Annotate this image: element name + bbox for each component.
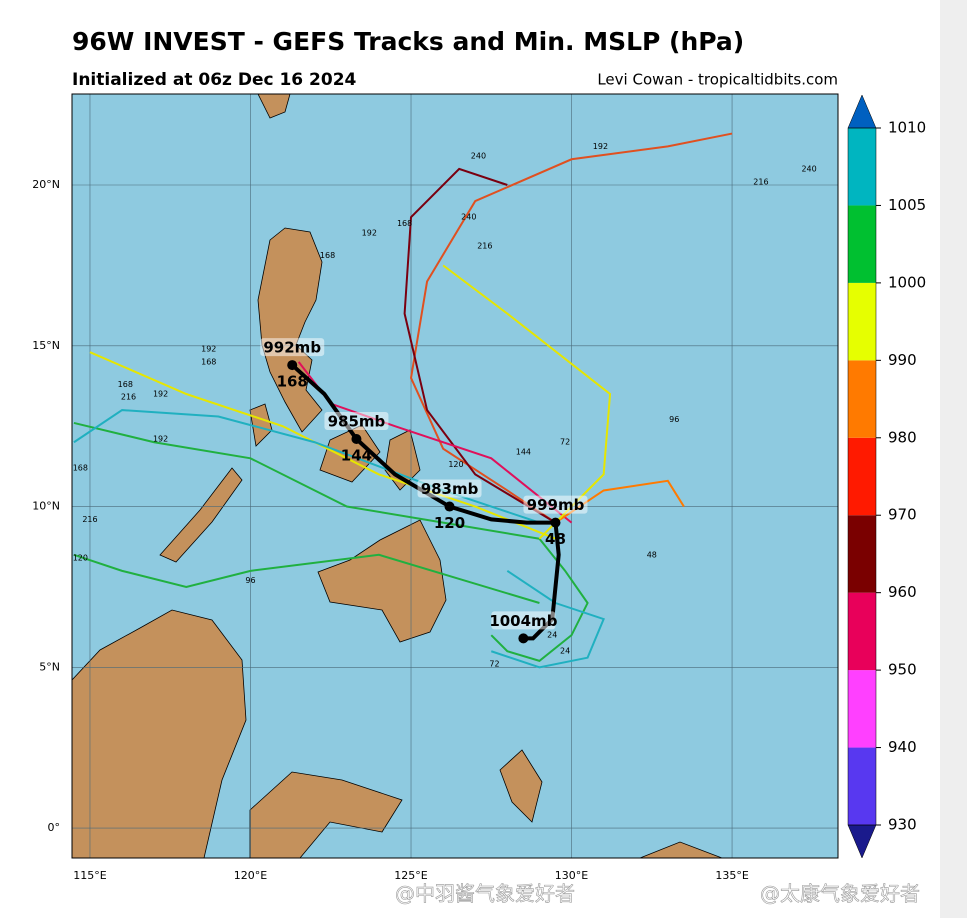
x-tick-label: 125°E <box>394 869 427 882</box>
mean-hour-label: 168 <box>277 373 308 391</box>
mean-pressure-label: 999mb <box>527 496 585 514</box>
label-box <box>523 495 588 514</box>
watermark: @中羽酱气象爱好者 <box>395 882 575 906</box>
hour-label: 192 <box>153 435 168 444</box>
label-box <box>324 412 389 431</box>
hour-label: 96 <box>669 415 679 424</box>
hour-label: 192 <box>201 344 216 353</box>
hour-label: 216 <box>82 515 97 524</box>
hour-label: 192 <box>153 390 168 399</box>
colorbar-tick-label: 970 <box>888 506 917 524</box>
hour-label: 240 <box>801 164 816 173</box>
title: 96W INVEST - GEFS Tracks and Min. MSLP (… <box>72 27 744 56</box>
colorbar-segment <box>848 205 876 283</box>
hour-label: 216 <box>477 242 492 251</box>
colorbar-tick-label: 990 <box>888 351 917 369</box>
colorbar-tick-label: 930 <box>888 816 917 834</box>
hour-label: 192 <box>362 229 377 238</box>
hour-label: 120 <box>73 553 88 562</box>
ensemble-track <box>490 570 605 669</box>
hour-label: 240 <box>471 152 486 161</box>
ensemble-track <box>403 167 557 524</box>
hour-label: 168 <box>397 219 412 228</box>
colorbar-tick-label: 980 <box>888 428 917 446</box>
hour-label: 72 <box>560 438 570 447</box>
credit: Levi Cowan - tropicaltidbits.com <box>597 71 838 89</box>
x-tick-label: 135°E <box>715 869 748 882</box>
hour-label: 168 <box>73 463 88 472</box>
axes: 115°E 120°E 125°E 130°E 135°E 0° 5°N 10°N 15°N 20… <box>32 178 749 882</box>
y-tick-label: 0° <box>48 821 61 834</box>
hour-label: 192 <box>593 142 608 151</box>
colorbar-segment <box>848 670 876 748</box>
hour-label: 24 <box>547 631 557 640</box>
ensemble-track <box>409 132 733 524</box>
mean-pressure-label: 1004mb <box>489 612 557 630</box>
mean-hour-label: 48 <box>545 530 566 548</box>
hour-label: 120 <box>448 460 463 469</box>
mean-hour-label: 144 <box>341 447 372 465</box>
mean-point <box>518 633 529 644</box>
colorbar-segment <box>848 747 876 825</box>
label-box <box>260 338 325 357</box>
colorbar-tick-label: 1000 <box>888 273 926 291</box>
ensemble-track <box>73 421 540 540</box>
side-strip <box>940 0 967 918</box>
colorbar-segment <box>848 282 876 361</box>
mean-point <box>351 434 362 445</box>
mean-point <box>550 517 561 528</box>
ensemble-track <box>73 553 540 604</box>
label-box <box>417 479 482 498</box>
mean-point <box>444 501 455 512</box>
colorbar-tick-label: 950 <box>888 661 917 679</box>
mean-pressure-label: 992mb <box>263 339 321 357</box>
colorbar-tick-label: 1010 <box>888 119 926 137</box>
hour-label: 216 <box>121 393 136 402</box>
colorbar-frame <box>847 127 877 826</box>
colorbar-segment <box>848 360 876 438</box>
colorbar-extend <box>847 824 877 859</box>
hour-label: 168 <box>201 357 216 366</box>
y-tick-label: 10°N <box>32 500 60 513</box>
grid <box>72 94 838 858</box>
y-tick-label: 20°N <box>32 178 60 191</box>
y-tick-label: 15°N <box>32 339 60 352</box>
hour-label: 240 <box>461 213 476 222</box>
hour-label: 72 <box>489 660 499 669</box>
mean-hour-label: 120 <box>434 514 465 532</box>
colorbar-segment <box>848 128 876 206</box>
label-box <box>491 611 556 630</box>
mean-pressure-label: 983mb <box>421 480 479 498</box>
hour-label: 168 <box>320 251 335 260</box>
hour-label: 24 <box>560 647 570 656</box>
y-tick-label: 5°N <box>39 660 60 673</box>
map-area: 192 216 240 240 240 216 168 192 168 192 168 168 216 1… <box>72 94 838 858</box>
colorbar-tick-label: 1005 <box>888 196 926 214</box>
hour-label: 48 <box>647 550 657 559</box>
colorbar-tick-label: 940 <box>888 738 917 756</box>
colorbar-extend <box>847 94 877 129</box>
ensemble-track <box>490 538 589 662</box>
tracks: 192 216 240 240 240 216 168 192 168 192 168 168 216 1… <box>73 132 817 669</box>
ensemble-track <box>89 351 556 540</box>
hour-label: 96 <box>245 576 255 585</box>
colorbar: 930 940 950 960 970 980 990 1000 1005 1010 <box>847 94 926 859</box>
colorbar-segment <box>848 515 876 593</box>
colorbar-tick-label: 960 <box>888 583 917 601</box>
hour-label: 168 <box>118 380 133 389</box>
colorbar-segment <box>848 437 876 516</box>
hour-label: 144 <box>516 447 531 456</box>
x-tick-label: 120°E <box>234 869 267 882</box>
colorbar-segment <box>848 592 876 671</box>
mean-point <box>287 360 298 371</box>
subtitle: Initialized at 06z Dec 16 2024 <box>72 70 357 90</box>
watermark: @太康气象爱好者 <box>760 882 920 906</box>
hour-label: 216 <box>753 177 768 186</box>
x-tick-label: 130°E <box>555 869 588 882</box>
mean-pressure-label: 985mb <box>328 413 386 431</box>
map-frame <box>71 93 839 859</box>
x-tick-label: 115°E <box>73 869 106 882</box>
